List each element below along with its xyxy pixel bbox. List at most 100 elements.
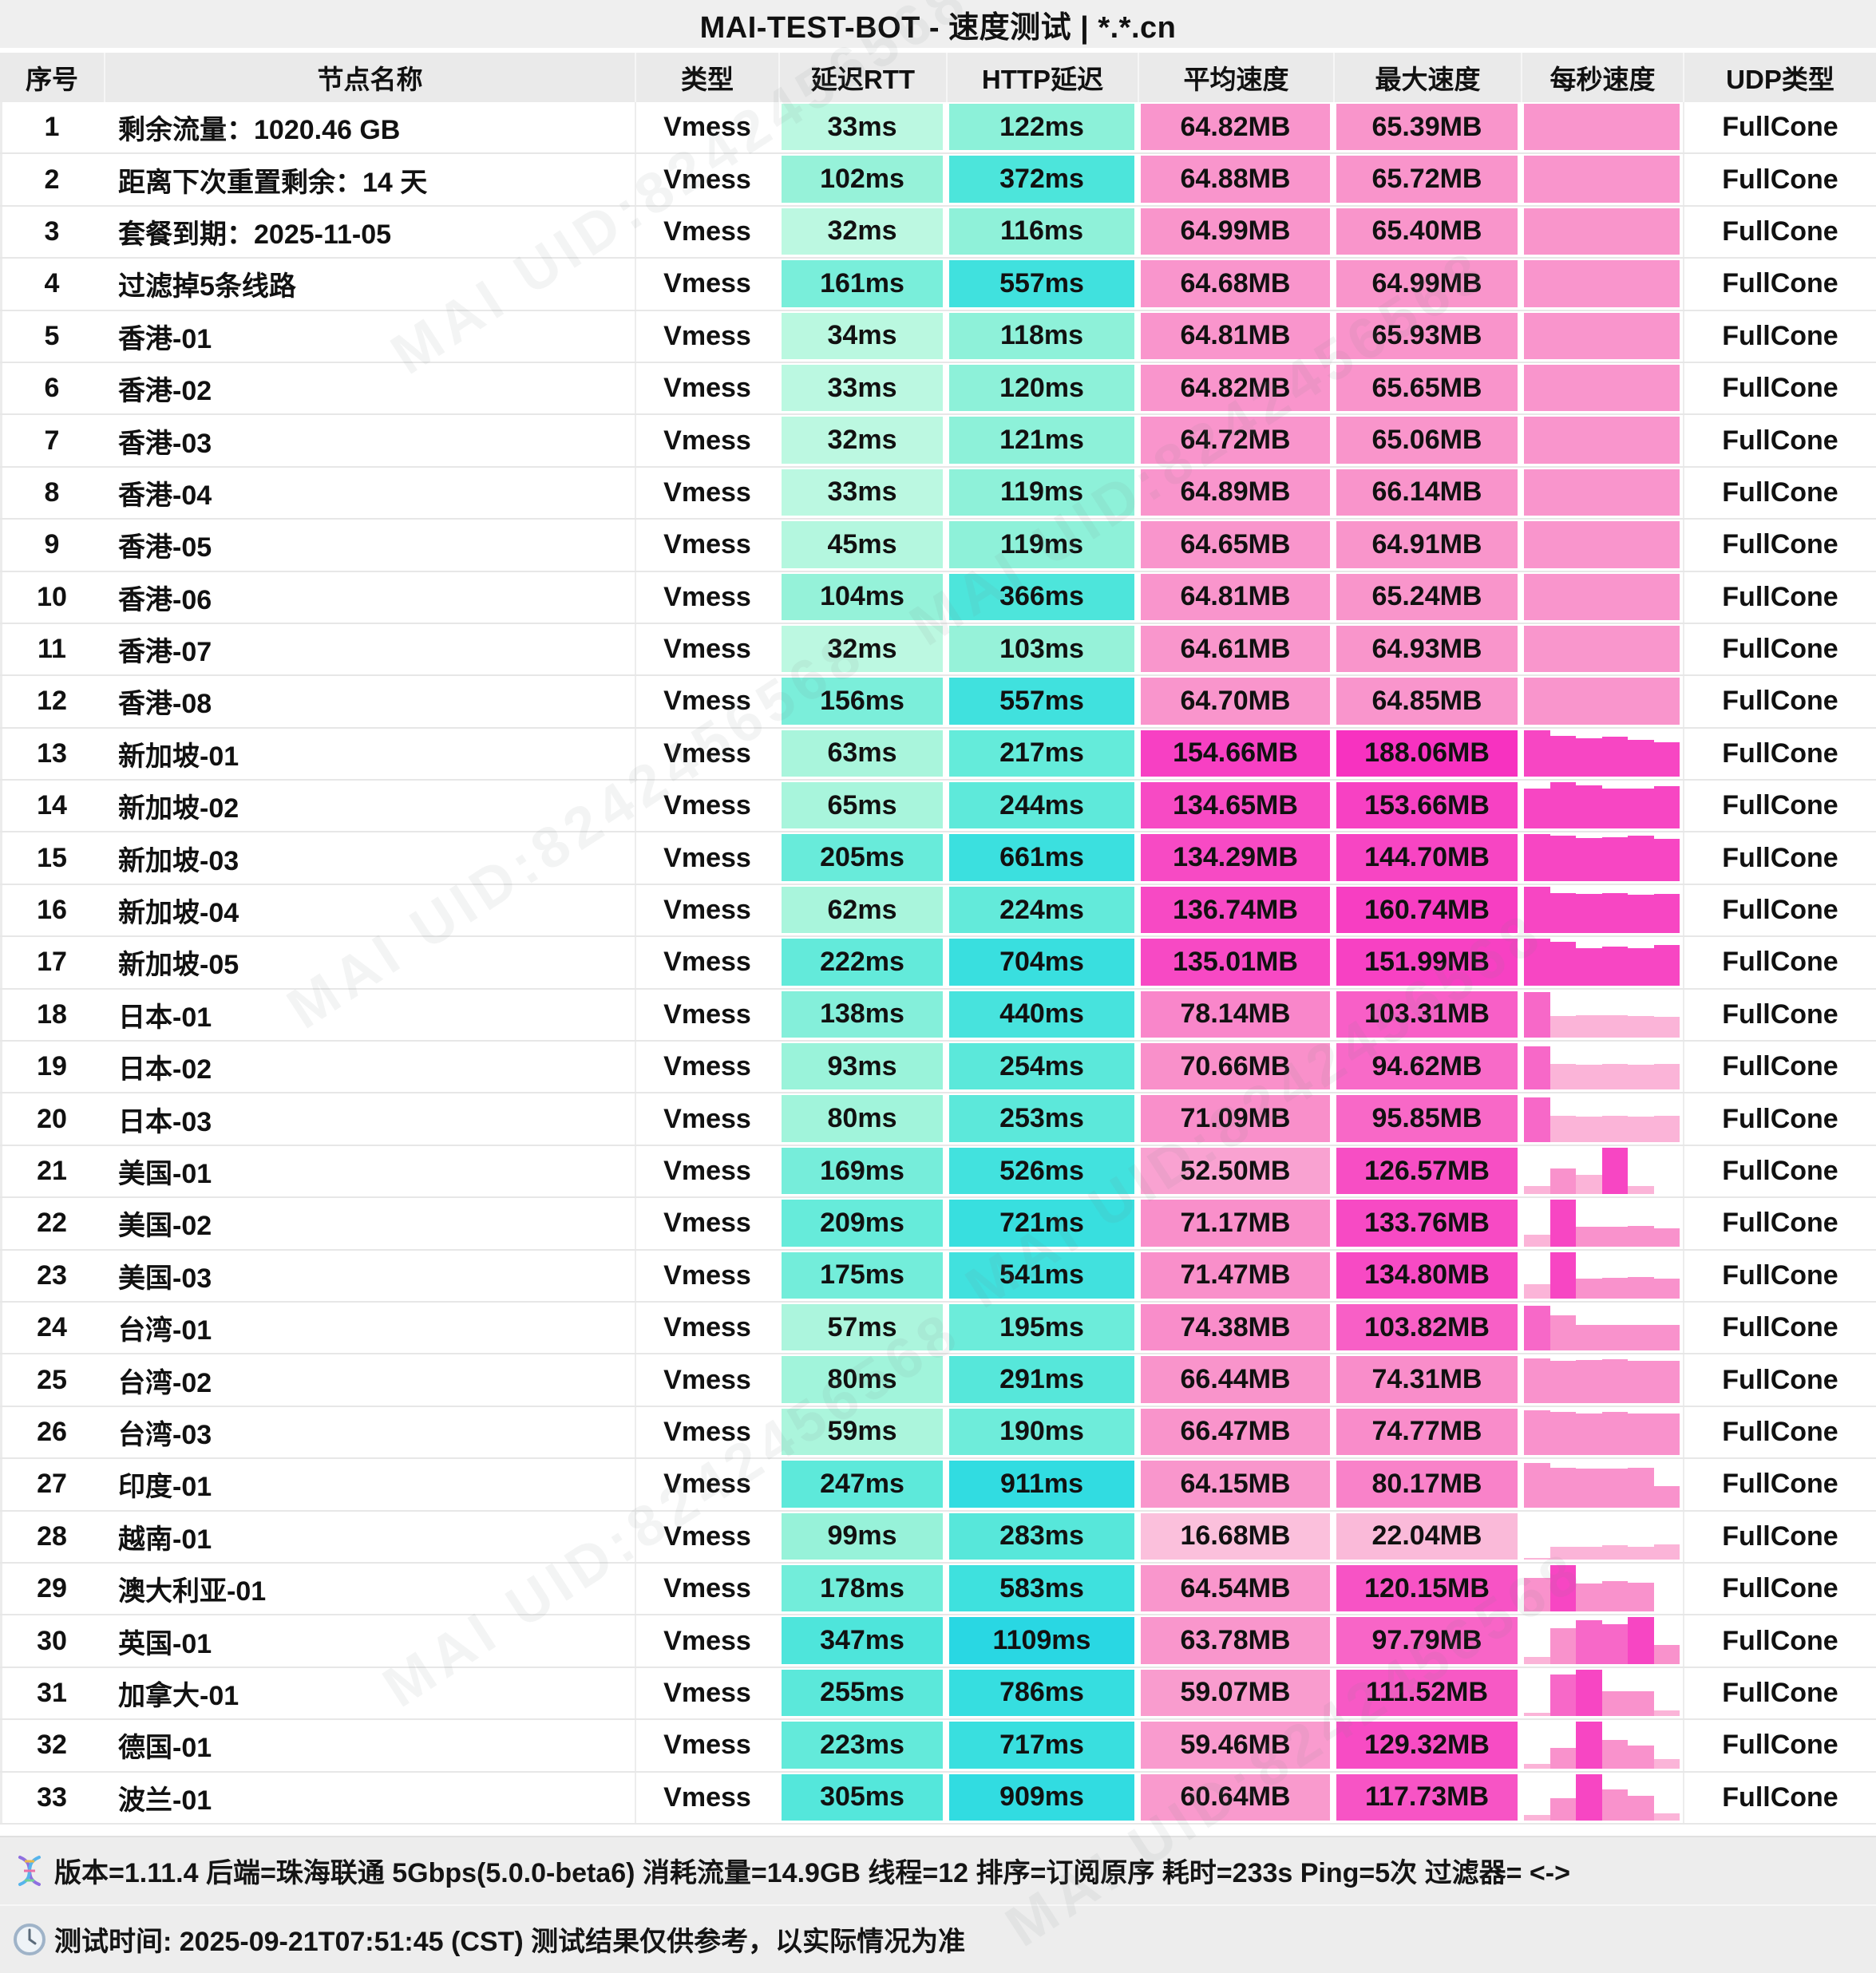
speed-second-bar [1576,1669,1602,1717]
node-name: 香港-04 [118,480,212,511]
http-latency-cell: 786ms [946,1668,1138,1718]
http-latency-badge: 217ms [949,729,1134,777]
per-second-bars-chart [1524,1722,1680,1769]
speed-second-bar [1576,837,1602,881]
row-index: 11 [38,634,66,665]
row-index: 1 [44,112,60,143]
node-type: Vmess [635,1406,778,1458]
http-latency-badge: 366ms [949,573,1134,620]
max-speed-cell: 74.77MB [1333,1407,1521,1457]
speed-second-bar [1653,1758,1680,1769]
per-second-bars-chart [1524,573,1680,620]
udp-type: FullCone [1683,154,1876,205]
max-speed-cell: 64.91MB [1333,520,1521,570]
latency-rtt-cell: 93ms [778,1042,946,1092]
avg-speed-badge: 134.29MB [1141,834,1330,881]
http-latency-badge: 704ms [949,939,1134,986]
speed-second-bar [1524,1557,1550,1560]
table-row: 30 英国-01 Vmess 347ms 1109ms 63.78MB 97.7… [0,1615,1876,1668]
latency-rtt-badge: 80ms [782,1356,943,1403]
avg-speed-badge: 71.09MB [1141,1095,1330,1142]
node-type: Vmess [635,989,778,1041]
node-type: Vmess [635,832,778,884]
node-type: Vmess [635,781,778,832]
max-speed-badge: 94.62MB [1336,1043,1518,1090]
http-latency-badge: 254ms [949,1043,1134,1090]
dna-icon [11,1852,48,1889]
latency-rtt-cell: 138ms [778,990,946,1040]
avg-speed-cell: 154.66MB [1138,729,1333,779]
row-index: 16 [37,895,67,926]
latency-rtt-badge: 209ms [782,1200,943,1247]
udp-type: FullCone [1683,1720,1876,1771]
http-latency-cell: 119ms [946,520,1138,570]
avg-speed-badge: 71.47MB [1141,1251,1330,1299]
avg-speed-cell: 64.82MB [1138,363,1333,413]
udp-type: FullCone [1683,1772,1876,1823]
speed-second-bar [1628,1116,1654,1142]
http-latency-cell: 195ms [946,1303,1138,1353]
avg-speed-cell: 64.54MB [1138,1564,1333,1614]
speed-second-bar [1524,1305,1550,1351]
http-latency-cell: 122ms [946,102,1138,152]
udp-type: FullCone [1683,571,1876,623]
udp-type: FullCone [1683,520,1876,571]
http-latency-cell: 121ms [946,415,1138,465]
http-latency-badge: 721ms [949,1200,1134,1247]
udp-type: FullCone [1683,623,1876,675]
speed-second-bar [1601,1412,1628,1456]
node-name: 日本-03 [118,1106,212,1137]
max-speed-cell: 117.73MB [1333,1773,1521,1823]
speed-second-bar [1653,1064,1680,1090]
max-speed-cell: 160.74MB [1333,885,1521,935]
speed-second-bar [1524,1763,1550,1769]
row-index: 14 [37,790,67,821]
speed-second-bar [1601,947,1628,986]
speed-second-bar [1653,1710,1680,1717]
speed-second-bar [1524,729,1550,777]
max-speed-cell: 151.99MB [1333,937,1521,987]
node-type: Vmess [635,206,778,258]
speed-second-bar [1524,1410,1550,1456]
avg-speed-badge: 135.01MB [1141,939,1330,986]
speed-second-bar [1601,1740,1628,1769]
avg-speed-cell: 64.81MB [1138,311,1333,362]
latency-rtt-badge: 102ms [782,156,943,203]
node-type: Vmess [635,1093,778,1145]
latency-rtt-cell: 34ms [778,311,946,362]
speed-second-bar [1653,1325,1680,1351]
max-speed-badge: 160.74MB [1336,886,1518,934]
avg-speed-cell: 63.78MB [1138,1615,1333,1666]
table-row: 24 台湾-01 Vmess 57ms 195ms 74.38MB 103.82… [0,1302,1876,1355]
http-latency-badge: 224ms [949,886,1134,934]
per-second-speed-cell [1521,1251,1683,1301]
table-row: 9 香港-05 Vmess 45ms 119ms 64.65MB 64.91MB… [0,520,1876,572]
column-header-avg-speed: 平均速度 [1138,53,1333,102]
per-second-bars-chart [1524,1564,1680,1612]
max-speed-badge: 153.66MB [1336,782,1518,829]
latency-rtt-cell: 255ms [778,1668,946,1718]
speed-second-bar [1653,1228,1680,1247]
speed-second-bar [1628,1065,1654,1090]
latency-rtt-cell: 169ms [778,1146,946,1196]
node-type: Vmess [635,310,778,362]
speed-second-bar [1601,893,1628,934]
speed-second-bar [1549,782,1576,829]
row-index: 25 [37,1364,67,1395]
row-index: 24 [37,1312,67,1343]
speed-second-bar [1576,1325,1602,1351]
speed-second-bar [1628,1361,1654,1403]
udp-type: FullCone [1683,1511,1876,1562]
row-index: 15 [37,842,67,873]
row-index: 20 [37,1103,67,1134]
table-row: 15 新加坡-03 Vmess 205ms 661ms 134.29MB 144… [0,832,1876,885]
speed-second-bar [1549,1798,1576,1821]
speed-second-bar [1653,1645,1680,1664]
avg-speed-badge: 64.81MB [1141,573,1330,620]
latency-rtt-badge: 63ms [782,729,943,777]
max-speed-cell: 133.76MB [1333,1198,1521,1248]
max-speed-cell: 65.06MB [1333,415,1521,465]
http-latency-cell: 244ms [946,781,1138,831]
per-second-speed-cell [1521,1668,1683,1718]
node-name: 套餐到期：2025-11-05 [118,219,392,250]
